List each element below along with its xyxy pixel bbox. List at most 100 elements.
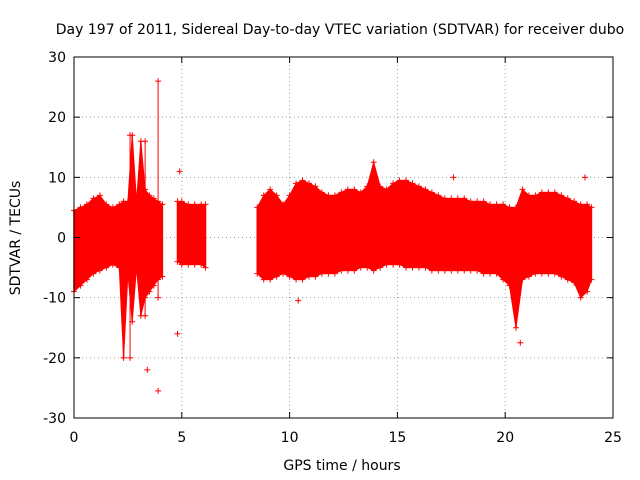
data-point-marker bbox=[146, 288, 153, 295]
data-point-marker bbox=[506, 282, 513, 289]
data-point-marker bbox=[383, 261, 390, 268]
y-tick-label: 30 bbox=[48, 50, 66, 66]
data-point-marker bbox=[142, 312, 149, 319]
x-tick-label: 10 bbox=[281, 430, 299, 446]
data-point-marker bbox=[428, 267, 435, 274]
data-point-marker bbox=[584, 201, 591, 208]
data-segment bbox=[71, 132, 166, 361]
data-point-marker bbox=[448, 267, 455, 274]
data-point-marker bbox=[517, 339, 524, 346]
data-point-marker bbox=[512, 204, 519, 211]
data-point-marker bbox=[474, 267, 481, 274]
x-axis-label: GPS time / hours bbox=[283, 458, 400, 474]
data-point-marker bbox=[396, 261, 403, 268]
data-point-marker bbox=[454, 267, 461, 274]
data-point-marker bbox=[178, 261, 185, 268]
data-point-marker bbox=[564, 195, 571, 202]
data-point-marker bbox=[370, 159, 377, 166]
data-point-marker bbox=[512, 324, 519, 331]
data-point-marker bbox=[116, 264, 123, 271]
data-point-marker bbox=[493, 201, 500, 208]
y-tick-label: 0 bbox=[57, 231, 66, 247]
data-point-marker bbox=[83, 276, 90, 283]
data-point-marker bbox=[403, 264, 410, 271]
data-point-marker bbox=[325, 192, 332, 199]
data-point-marker bbox=[293, 276, 300, 283]
data-point-marker bbox=[155, 387, 162, 394]
data-point-marker bbox=[357, 189, 364, 196]
data-point-marker bbox=[77, 282, 84, 289]
data-point-marker bbox=[90, 195, 97, 202]
data-point-marker bbox=[150, 195, 157, 202]
data-point-marker bbox=[357, 264, 364, 271]
chart-title: Day 197 of 2011, Sidereal Day-to-day VTE… bbox=[56, 22, 624, 38]
data-point-marker bbox=[409, 180, 416, 187]
data-point-marker bbox=[525, 192, 532, 199]
data-point-marker bbox=[551, 270, 558, 277]
data-point-marker bbox=[280, 270, 287, 277]
data-point-marker bbox=[564, 276, 571, 283]
data-point-marker bbox=[364, 183, 371, 190]
data-point-marker bbox=[454, 195, 461, 202]
data-point-marker bbox=[293, 180, 300, 187]
data-point-marker bbox=[142, 138, 149, 145]
data-point-marker bbox=[351, 186, 358, 193]
data-segment bbox=[174, 198, 209, 271]
x-tick-label: 20 bbox=[496, 430, 514, 446]
data-point-marker bbox=[428, 189, 435, 196]
data-point-marker bbox=[377, 183, 384, 190]
data-point-marker bbox=[571, 279, 578, 286]
data-point-marker bbox=[174, 330, 181, 337]
data-point-marker bbox=[306, 180, 313, 187]
data-point-marker bbox=[390, 180, 397, 187]
data-point-marker bbox=[155, 294, 162, 301]
data-point-marker bbox=[299, 276, 306, 283]
y-tick-label: 10 bbox=[48, 170, 66, 186]
data-point-marker bbox=[364, 264, 371, 271]
data-point-marker bbox=[144, 366, 151, 373]
data-point-marker bbox=[441, 267, 448, 274]
data-point-marker bbox=[254, 204, 261, 211]
data-point-marker bbox=[500, 276, 507, 283]
data-point-marker bbox=[198, 261, 205, 268]
data-point-marker bbox=[127, 132, 134, 139]
data-point-marker bbox=[545, 189, 552, 196]
data-point-marker bbox=[133, 198, 140, 205]
data-series-sdtvar bbox=[71, 78, 595, 394]
data-point-marker bbox=[435, 192, 442, 199]
data-point-marker bbox=[493, 270, 500, 277]
y-tick-label: -30 bbox=[43, 411, 66, 427]
data-point-marker bbox=[83, 201, 90, 208]
data-point-marker bbox=[103, 201, 110, 208]
data-point-marker bbox=[351, 267, 358, 274]
data-point-marker bbox=[286, 192, 293, 199]
data-point-marker bbox=[191, 201, 198, 208]
data-point-marker bbox=[435, 267, 442, 274]
data-point-marker bbox=[441, 195, 448, 202]
data-point-marker bbox=[267, 276, 274, 283]
data-point-marker bbox=[159, 201, 166, 208]
data-point-marker bbox=[338, 189, 345, 196]
data-point-marker bbox=[286, 273, 293, 280]
data-point-marker bbox=[150, 282, 157, 289]
data-point-marker bbox=[487, 201, 494, 208]
data-point-marker bbox=[96, 267, 103, 274]
data-point-marker bbox=[450, 174, 457, 181]
data-point-marker bbox=[318, 189, 325, 196]
data-point-marker bbox=[273, 192, 280, 199]
data-point-marker bbox=[338, 267, 345, 274]
data-point-marker bbox=[538, 189, 545, 196]
data-point-marker bbox=[480, 270, 487, 277]
data-point-marker bbox=[159, 273, 166, 280]
data-point-marker bbox=[532, 270, 539, 277]
data-point-marker bbox=[390, 261, 397, 268]
data-point-marker bbox=[377, 264, 384, 271]
data-point-marker bbox=[577, 201, 584, 208]
data-point-marker bbox=[178, 198, 185, 205]
data-point-marker bbox=[202, 201, 209, 208]
data-point-marker bbox=[267, 186, 274, 193]
data-point-marker bbox=[133, 264, 140, 271]
data-point-marker bbox=[383, 186, 390, 193]
data-point-marker bbox=[545, 270, 552, 277]
data-point-marker bbox=[422, 186, 429, 193]
